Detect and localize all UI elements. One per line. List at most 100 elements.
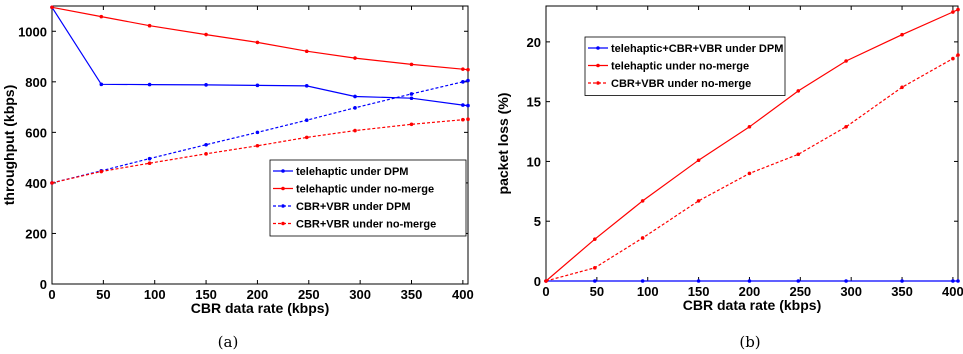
a-series-2-point [461, 67, 465, 71]
a-series-1-point [409, 96, 414, 101]
a-x-tick-label: 0 [48, 287, 55, 302]
b-series-1-point [747, 279, 752, 283]
a-series-1-point [304, 84, 309, 88]
a-x-tick-label: 150 [195, 287, 217, 302]
b-x-axis-title: CBR data rate (kbps) [683, 297, 821, 313]
a-series-2-point [255, 40, 260, 45]
a-legend-marker-1 [281, 169, 285, 173]
a-series-2-point [353, 56, 357, 60]
chart-b: 0 50 100 150 200 250 300 350 400 0 5 10 15 20 CBR data… [495, 5, 963, 313]
b-series-2-point [593, 237, 597, 241]
a-legend-label-4: CBR+VBR under no-merge [296, 219, 436, 231]
a-legend-marker-2 [281, 186, 285, 191]
b-series-1-point [900, 279, 904, 283]
a-series-line-4 [51, 118, 469, 184]
a-x-tick-label: 100 [144, 287, 166, 302]
a-series-3-point [409, 92, 414, 96]
a-series-4-point [50, 181, 54, 185]
a-series-3-point [204, 142, 208, 147]
b-series-2-point [696, 158, 701, 163]
b-series-1-point [593, 279, 597, 283]
a-y-tick-label: 400 [25, 176, 47, 191]
a-series-2-point [204, 32, 208, 37]
b-series-2-point [640, 199, 645, 203]
b-series-2-point [747, 124, 752, 129]
b-series-3-point [796, 152, 801, 157]
a-legend-label-1: telehaptic under DPM [296, 166, 408, 178]
a-series-4-point [99, 169, 104, 174]
b-series-1-point [640, 279, 645, 283]
b-x-tick-label: 100 [637, 284, 659, 299]
a-series-3-point [353, 106, 357, 110]
b-series-3-point [696, 199, 701, 203]
b-series-2-point [844, 59, 848, 63]
b-y-axis-title: packet loss (%) [495, 93, 511, 195]
a-series-line-1 [51, 6, 469, 107]
b-legend-box [584, 36, 786, 96]
a-series-3-point [147, 156, 152, 161]
a-x-axis-title: CBR data rate (kbps) [191, 300, 329, 316]
b-y-tick-label: 5 [534, 214, 541, 229]
b-x-tick-label: 200 [739, 284, 761, 299]
b-series-3-point [593, 266, 597, 270]
a-x-tick-label: 250 [298, 287, 320, 302]
b-series-1-point [696, 279, 701, 283]
b-series-1-point [796, 279, 801, 283]
chart-a: 0 50 100 150 200 250 300 350 400 0 200 400 600 800 100… [1, 5, 474, 316]
a-series-4-point [147, 161, 152, 165]
a-series-3-point [304, 118, 309, 123]
a-series-1-point [461, 103, 465, 107]
a-series-2-point [147, 23, 152, 28]
a-series-1-point [147, 82, 152, 87]
a-series-2-point [466, 67, 470, 72]
a-x-tick-label: 50 [96, 287, 110, 302]
a-y-tick-label: 200 [25, 226, 47, 241]
a-series-4-point [255, 143, 260, 148]
a-series-3-point [461, 80, 465, 84]
b-series-2-point [796, 89, 801, 93]
a-series-2-point [409, 62, 414, 67]
a-series-line-2 [51, 6, 469, 71]
a-series-2-point [99, 14, 104, 19]
b-y-tick-label: 15 [527, 95, 541, 110]
b-y-tick-label: 20 [527, 35, 541, 50]
a-y-axis-title: throughput (kbps) [1, 85, 17, 206]
a-y-tick-label: 600 [25, 125, 47, 140]
b-series-3-point [544, 279, 548, 283]
b-series-1-point [844, 279, 848, 283]
b-x-tick-label: 50 [590, 284, 604, 299]
b-series-2-point [956, 7, 960, 12]
a-plot-frame [51, 5, 469, 285]
a-series-4-point [353, 128, 357, 133]
a-series-4-point [461, 117, 465, 122]
b-legend-marker-2 [596, 63, 600, 68]
a-legend-label-2: telehaptic under no-merge [296, 184, 434, 196]
b-x-tick-label: 300 [840, 284, 862, 299]
a-series-4-point [204, 152, 208, 156]
caption-b: (b) [739, 333, 760, 351]
b-series-line-2 [545, 9, 959, 282]
b-series-3-point [956, 53, 960, 57]
b-legend-marker-1 [596, 46, 600, 50]
b-x-tick-label: 400 [942, 284, 963, 299]
a-series-1-point [466, 103, 470, 108]
b-x-tick-label: 350 [891, 284, 913, 299]
a-x-tick-label: 400 [452, 287, 474, 302]
a-series-3-point [255, 130, 260, 135]
b-x-tick-label: 150 [688, 284, 710, 299]
b-series-line-3 [545, 54, 959, 282]
a-x-tick-label: 350 [401, 287, 423, 302]
a-series-1-point [353, 94, 357, 99]
b-series-2-point [900, 32, 904, 37]
a-legend-marker-3 [281, 204, 285, 208]
a-series-1-point [204, 83, 208, 87]
b-series-1-point [951, 279, 955, 283]
caption-a: (a) [218, 333, 239, 351]
b-series-3-point [844, 124, 848, 129]
a-x-tick-label: 300 [349, 287, 371, 302]
b-legend-label-1: telehaptic+CBR+VBR under DPM [611, 43, 783, 55]
b-series-3-point [900, 85, 904, 90]
b-y-tick-label: 0 [534, 274, 541, 289]
a-series-1-point [255, 83, 260, 88]
